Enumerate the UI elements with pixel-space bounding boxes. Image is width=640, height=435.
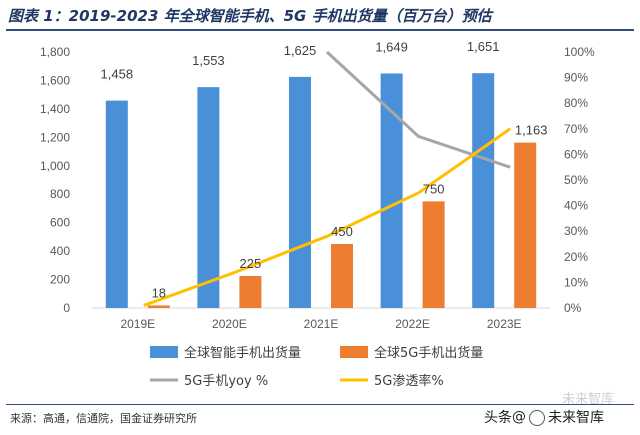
y-right-tick-label: 50% bbox=[564, 173, 588, 187]
watermark-prefix: 头条 bbox=[484, 410, 512, 426]
fiveg-bar bbox=[239, 276, 262, 308]
watermark-name: 未来智库 bbox=[548, 410, 604, 426]
y-right-tick-label: 30% bbox=[564, 224, 588, 238]
y-right-tick-label: 20% bbox=[564, 250, 588, 264]
y-left-tick-label: 400 bbox=[50, 244, 70, 258]
smartphone-bar bbox=[197, 87, 220, 308]
x-tick-label: 2019E bbox=[120, 317, 155, 331]
watermark: 头条 @ 未来智库 bbox=[484, 407, 604, 427]
smartphone-bar-label: 1,458 bbox=[101, 67, 134, 82]
smartphone-bar-label: 1,649 bbox=[375, 39, 408, 54]
legend-fiveg-label: 全球5G手机出货量 bbox=[374, 345, 483, 361]
bars-layer bbox=[105, 73, 537, 308]
y-left-tick-label: 600 bbox=[50, 216, 70, 230]
x-tick-label: 2022E bbox=[395, 317, 430, 331]
y-right-tick-label: 100% bbox=[564, 45, 595, 59]
smartphone-bar-label: 1,553 bbox=[192, 53, 225, 68]
fiveg-bar-label: 225 bbox=[240, 256, 262, 271]
y-left-tick-label: 1,400 bbox=[40, 102, 70, 116]
smartphone-bar-label: 1,625 bbox=[284, 43, 317, 58]
smartphone-bar bbox=[105, 100, 128, 308]
smartphone-bar bbox=[472, 73, 495, 308]
watermark-at: @ bbox=[512, 409, 526, 425]
fiveg-bar bbox=[331, 244, 353, 308]
smartphone-bar bbox=[289, 76, 311, 308]
legend-fiveg-swatch bbox=[340, 346, 368, 358]
watermark-ghost: 未来智库 bbox=[562, 392, 615, 407]
y-right-tick-label: 10% bbox=[564, 275, 588, 289]
chart-title: 图表 1：2019-2023 年全球智能手机、5G 手机出货量（百万台）预估 bbox=[8, 7, 492, 25]
x-tick-label: 2020E bbox=[212, 317, 247, 331]
y-right-tick-label: 40% bbox=[564, 199, 588, 213]
axis-layer: 0 200 400 600 800 1,000 1,200 1,400 1,600 1,800 0%… bbox=[40, 45, 595, 331]
fiveg-bar-label: 18 bbox=[152, 285, 166, 300]
y-right-tick-label: 60% bbox=[564, 147, 588, 161]
y-left-tick-label: 1,800 bbox=[40, 45, 70, 59]
smartphone-bar bbox=[380, 73, 403, 308]
fiveg-bar-label: 1,163 bbox=[515, 123, 548, 138]
y-right-tick-label: 70% bbox=[564, 122, 588, 136]
y-right-tick-label: 90% bbox=[564, 71, 588, 85]
legend-penetration-label: 5G渗透率% bbox=[374, 373, 444, 389]
lines-layer bbox=[143, 50, 512, 307]
legend-smartphone-swatch bbox=[150, 346, 178, 358]
legend-smartphone-label: 全球智能手机出货量 bbox=[184, 345, 301, 361]
labels-layer: 1,458 1,553 1,625 1,649 1,651 18 225 450 750 1,16… bbox=[101, 39, 548, 300]
y-left-tick-label: 800 bbox=[50, 187, 70, 201]
y-left-tick-label: 1,600 bbox=[40, 73, 70, 87]
y-left-tick-label: 0 bbox=[63, 301, 70, 315]
smartphone-bar-label: 1,651 bbox=[467, 39, 500, 54]
footer-rule bbox=[6, 404, 634, 405]
y-right-tick-label: 0% bbox=[564, 301, 582, 315]
fiveg-bar bbox=[514, 142, 537, 308]
fiveg-bar bbox=[147, 305, 170, 308]
title-rule bbox=[6, 29, 634, 31]
x-tick-label: 2023E bbox=[487, 317, 522, 331]
combo-chart: 1,458 1,553 1,625 1,649 1,651 18 225 450 750 1,16… bbox=[40, 39, 595, 389]
fiveg-bar-label: 750 bbox=[423, 181, 445, 196]
y-left-tick-label: 1,200 bbox=[40, 130, 70, 144]
fiveg-bar-label: 450 bbox=[331, 224, 353, 239]
legend-yoy-label: 5G手机yoy % bbox=[184, 374, 268, 389]
y-right-tick-label: 80% bbox=[564, 96, 588, 110]
legend-layer: 全球智能手机出货量 全球5G手机出货量 5G手机yoy % 5G渗透率% bbox=[150, 345, 483, 389]
y-left-tick-label: 200 bbox=[50, 273, 70, 287]
watermark-logo-icon bbox=[529, 410, 545, 426]
y-left-tick-label: 1,000 bbox=[40, 159, 70, 173]
source-note: 来源：高通，信通院，国金证券研究所 bbox=[10, 412, 197, 425]
x-tick-label: 2021E bbox=[304, 317, 339, 331]
fiveg-bar bbox=[422, 201, 445, 308]
